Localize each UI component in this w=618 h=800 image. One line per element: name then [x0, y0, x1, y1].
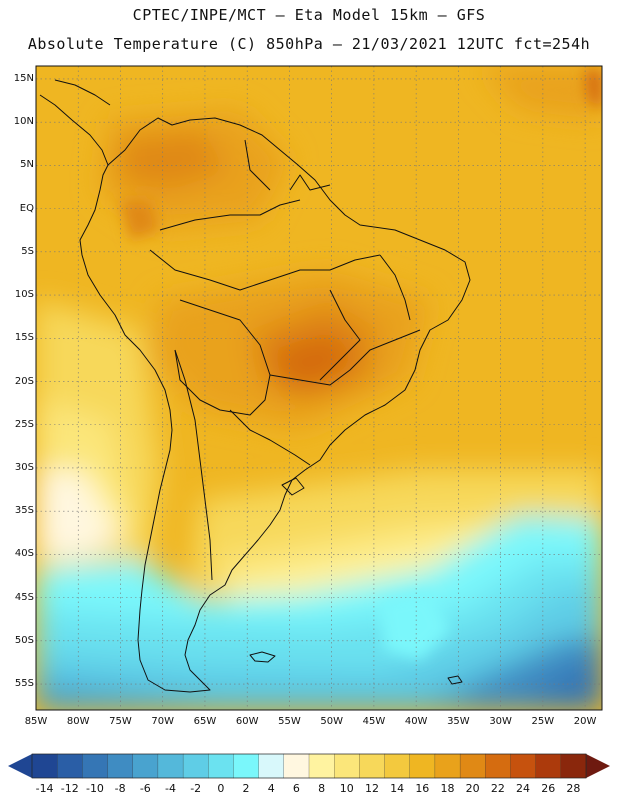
- lat-label: 15N: [13, 72, 34, 84]
- lon-label: 25W: [531, 716, 555, 727]
- lon-label: 35W: [447, 716, 470, 727]
- colorbar-swatch: [308, 753, 335, 779]
- colorbar-swatch: [409, 753, 436, 779]
- colorbar-label: 2: [242, 782, 250, 795]
- lon-label: 20W: [573, 716, 597, 727]
- lat-label: 45S: [14, 591, 34, 603]
- colorbar-label: -6: [139, 782, 151, 795]
- colorbar-swatch: [560, 753, 587, 779]
- colorbar: [8, 753, 610, 779]
- colorbar-swatch: [208, 753, 235, 779]
- lon-label: 45W: [362, 716, 386, 727]
- colorbar-label: 20: [465, 782, 480, 795]
- colorbar-label: 12: [364, 782, 379, 795]
- colorbar-label: 6: [292, 782, 300, 795]
- colorbar-swatch: [283, 753, 310, 779]
- lat-label: 20S: [14, 375, 34, 387]
- lat-label: 5N: [20, 159, 34, 171]
- lat-label: 50S: [14, 634, 34, 646]
- colorbar-swatch: [459, 753, 486, 779]
- lon-label: 85W: [24, 716, 48, 727]
- colorbar-swatch: [258, 753, 285, 779]
- colorbar-label: 8: [318, 782, 326, 795]
- lon-label: 75W: [109, 716, 132, 727]
- colorbar-swatch: [233, 753, 260, 779]
- lon-label: 70W: [151, 716, 175, 727]
- lat-label: 30S: [14, 461, 34, 473]
- colorbar-label: 10: [339, 782, 354, 795]
- lat-label: 40S: [14, 548, 34, 560]
- colorbar-swatch: [334, 753, 361, 779]
- colorbar-swatch: [57, 753, 84, 779]
- colorbar-label: -4: [165, 782, 176, 795]
- colorbar-label: 16: [415, 782, 430, 795]
- colorbar-label: 4: [267, 782, 275, 795]
- colorbar-swatch: [31, 753, 58, 779]
- colorbar-swatch: [510, 753, 537, 779]
- lon-label: 80W: [66, 716, 90, 727]
- colorbar-label: 24: [516, 782, 531, 795]
- lat-label: 10S: [14, 289, 34, 301]
- lat-label: 5S: [21, 245, 34, 257]
- colorbar-right-arrow: [586, 754, 610, 778]
- lat-label: 15S: [14, 332, 34, 344]
- colorbar-swatch: [157, 753, 184, 779]
- map-subtitle: Absolute Temperature (C) 850hPa – 21/03/…: [27, 35, 591, 53]
- lon-label: 55W: [278, 716, 301, 727]
- colorbar-swatch: [132, 753, 159, 779]
- map-frame: [35, 65, 603, 711]
- coastlines: [39, 79, 471, 693]
- colorbar-swatch: [384, 753, 411, 779]
- lat-label: 25S: [14, 418, 34, 430]
- colorbar-label: 22: [490, 782, 505, 795]
- lon-label: 50W: [320, 716, 343, 727]
- colorbar-label: 14: [390, 782, 405, 795]
- lon-label: 65W: [193, 716, 217, 727]
- lat-label: EQ: [19, 202, 34, 214]
- lon-label: 30W: [489, 716, 512, 727]
- temperature-field: [36, 66, 602, 710]
- graticule: [36, 66, 602, 710]
- colorbar-swatch: [359, 753, 386, 779]
- colorbar-swatch: [182, 753, 209, 779]
- lat-label: 35S: [14, 505, 34, 517]
- lon-label: 60W: [235, 716, 259, 727]
- colorbar-label: 0: [217, 782, 225, 795]
- colorbar-label: -10: [85, 782, 104, 795]
- colorbar-swatch: [107, 753, 134, 779]
- colorbar-label: 26: [541, 782, 556, 795]
- colorbar-swatch: [434, 753, 461, 779]
- lat-label: 55S: [14, 678, 34, 690]
- colorbar-label: -14: [35, 782, 54, 795]
- colorbar-label: -2: [190, 782, 202, 795]
- colorbar-label: -12: [60, 782, 79, 795]
- colorbar-swatch: [485, 753, 512, 779]
- colorbar-swatch: [82, 753, 109, 779]
- colorbar-label: 18: [440, 782, 455, 795]
- colorbar-left-arrow: [8, 754, 32, 778]
- map-title: CPTEC/INPE/MCT – Eta Model 15km – GFS: [132, 6, 486, 24]
- lat-label: 10N: [13, 116, 34, 128]
- colorbar-label: 28: [566, 782, 581, 795]
- colorbar-swatch: [535, 753, 562, 779]
- lon-label: 40W: [404, 716, 428, 727]
- colorbar-label: -8: [114, 782, 126, 795]
